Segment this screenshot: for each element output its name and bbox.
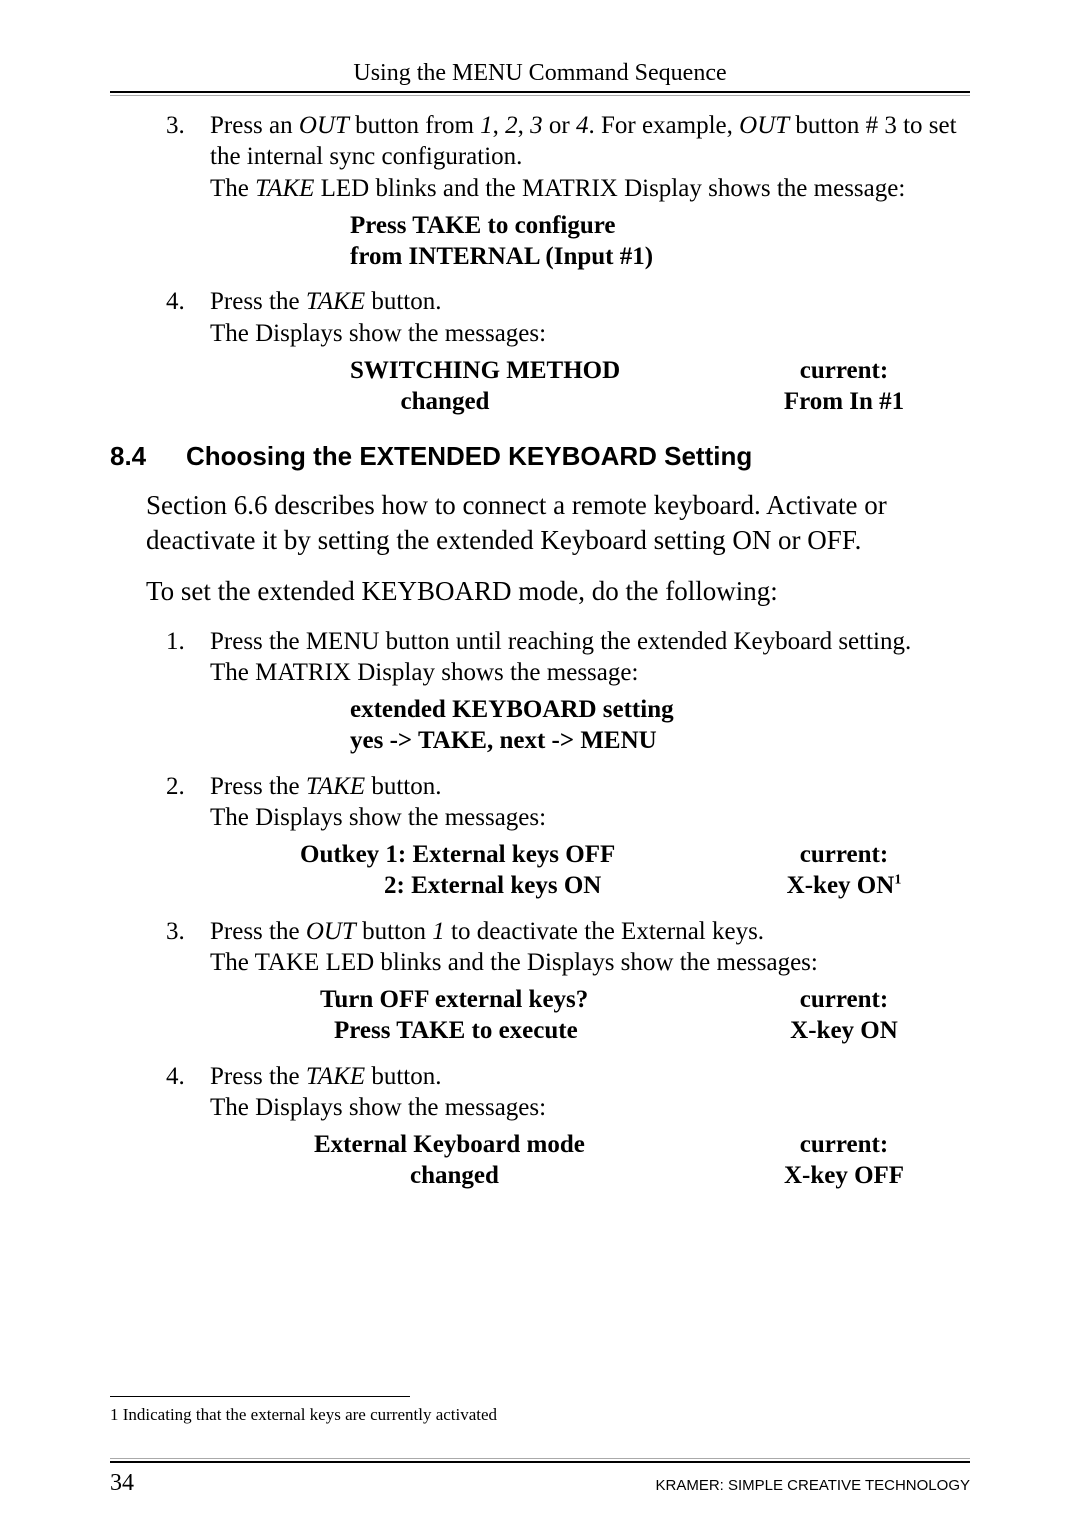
display-line: Outkey 1: External keys OFF bbox=[210, 839, 615, 870]
step-number: 4. bbox=[166, 286, 185, 317]
paragraph: To set the extended KEYBOARD mode, do th… bbox=[146, 574, 970, 609]
step-text: Press the TAKE button. bbox=[210, 288, 442, 315]
footnote-rule bbox=[110, 1396, 410, 1397]
step-text: The TAKE LED blinks and the MATRIX Displ… bbox=[210, 175, 905, 202]
display-line: Press TAKE to configure bbox=[210, 210, 970, 241]
section-title: Choosing the EXTENDED KEYBOARD Setting bbox=[186, 441, 752, 472]
step-text: The TAKE LED blinks and the Displays sho… bbox=[210, 949, 818, 976]
step-number: 3. bbox=[166, 110, 185, 141]
bstep-4: 4. Press the TAKE button. The Displays s… bbox=[110, 1061, 970, 1192]
step-4: 4. Press the TAKE button. The Displays s… bbox=[110, 286, 970, 417]
bstep-3: 3. Press the OUT button 1 to deactivate … bbox=[110, 916, 970, 1047]
page-header: Using the MENU Command Sequence bbox=[110, 60, 970, 87]
display-message: Press TAKE to configure from INTERNAL (I… bbox=[210, 210, 970, 273]
section-heading: 8.4 Choosing the EXTENDED KEYBOARD Setti… bbox=[110, 441, 970, 472]
step-number: 4. bbox=[166, 1061, 185, 1092]
step-text: Press the MENU button until reaching the… bbox=[210, 628, 911, 655]
section-number: 8.4 bbox=[110, 441, 186, 472]
display-status: current: bbox=[744, 839, 970, 870]
display-message: External Keyboard mode current: changed … bbox=[210, 1129, 970, 1192]
display-status: X-key ON bbox=[744, 1015, 970, 1046]
display-line: Turn OFF external keys? bbox=[210, 984, 588, 1015]
display-message: SWITCHING METHOD current: changed From I… bbox=[210, 355, 970, 418]
header-rule bbox=[110, 91, 970, 96]
display-status: From In #1 bbox=[744, 386, 970, 417]
step-text: The Displays show the messages: bbox=[210, 804, 546, 831]
display-status: X-key OFF bbox=[744, 1160, 970, 1191]
bstep-1: 1. Press the MENU button until reaching … bbox=[110, 626, 970, 757]
step-text: The MATRIX Display shows the message: bbox=[210, 659, 638, 686]
display-status: current: bbox=[744, 355, 970, 386]
footer-rule bbox=[110, 1458, 970, 1463]
footer-brand: KRAMER: SIMPLE CREATIVE TECHNOLOGY bbox=[655, 1477, 970, 1494]
display-line: extended KEYBOARD setting bbox=[210, 694, 970, 725]
bstep-2: 2. Press the TAKE button. The Displays s… bbox=[110, 771, 970, 902]
display-line: changed bbox=[210, 1160, 499, 1191]
display-message: extended KEYBOARD setting yes -> TAKE, n… bbox=[210, 694, 970, 757]
step-text: Press the TAKE button. bbox=[210, 1063, 442, 1090]
display-status: X-key ON1 bbox=[744, 870, 970, 901]
display-line: SWITCHING METHOD bbox=[210, 355, 620, 386]
display-status: current: bbox=[744, 1129, 970, 1160]
footer: 34 KRAMER: SIMPLE CREATIVE TECHNOLOGY bbox=[110, 1470, 970, 1497]
step-number: 3. bbox=[166, 916, 185, 947]
step-text: The Displays show the messages: bbox=[210, 320, 546, 347]
display-line: yes -> TAKE, next -> MENU bbox=[210, 725, 970, 756]
display-message: Outkey 1: External keys OFF current: 2: … bbox=[210, 839, 970, 902]
step-text: Press the TAKE button. bbox=[210, 773, 442, 800]
step-3: 3. Press an OUT button from 1, 2, 3 or 4… bbox=[110, 110, 970, 272]
step-text: The Displays show the messages: bbox=[210, 1094, 546, 1121]
display-line: External Keyboard mode bbox=[210, 1129, 585, 1160]
display-line: changed bbox=[210, 386, 680, 417]
display-message: Turn OFF external keys? current: Press T… bbox=[210, 984, 970, 1047]
display-line: 2: External keys ON bbox=[210, 870, 601, 901]
step-number: 2. bbox=[166, 771, 185, 802]
footnote-area: 1 Indicating that the external keys are … bbox=[110, 1396, 497, 1425]
step-text: Press the OUT button 1 to deactivate the… bbox=[210, 918, 764, 945]
page-number: 34 bbox=[110, 1470, 134, 1497]
step-text: Press an OUT button from 1, 2, 3 or 4. F… bbox=[210, 112, 957, 170]
footnote: 1 Indicating that the external keys are … bbox=[110, 1405, 497, 1425]
step-number: 1. bbox=[166, 626, 185, 657]
display-line: Press TAKE to execute bbox=[210, 1015, 578, 1046]
display-line: from INTERNAL (Input #1) bbox=[210, 241, 970, 272]
display-status: current: bbox=[744, 984, 970, 1015]
paragraph: Section 6.6 describes how to connect a r… bbox=[146, 488, 970, 558]
